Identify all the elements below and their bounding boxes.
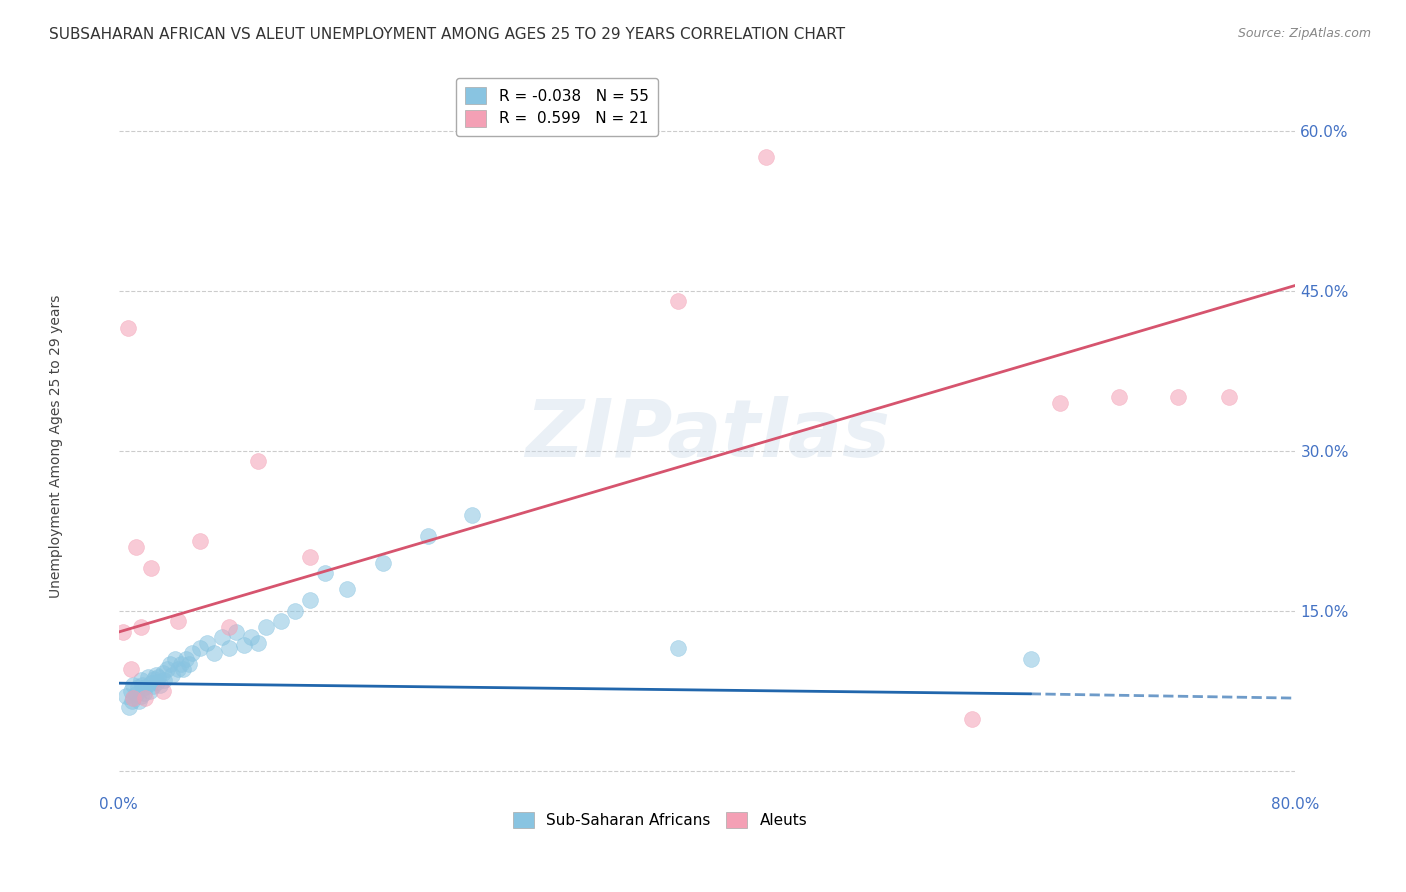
Point [153,673,176,687]
Point [163,651,186,665]
Point [156,662,179,676]
Point [416,529,439,543]
Point [112,625,135,640]
Point [176,651,198,665]
Point [247,635,270,649]
Point [127,681,149,695]
Point [125,540,148,554]
Point [152,665,174,680]
Point [270,615,292,629]
Point [143,672,166,686]
Point [125,687,148,701]
Point [179,657,201,671]
Point [139,561,162,575]
Point [129,673,152,687]
Point [172,662,194,676]
Point [188,534,211,549]
Point [136,670,159,684]
Point [166,615,188,629]
Point [254,620,277,634]
Point [336,582,359,597]
Point [314,566,336,581]
Point [195,635,218,649]
Point [122,691,145,706]
Point [159,657,181,671]
Point [120,683,142,698]
Point [122,678,145,692]
Point [138,683,160,698]
Point [122,691,145,706]
Point [461,508,484,522]
Point [225,625,247,640]
Point [666,294,689,309]
Point [284,604,307,618]
Point [211,630,233,644]
Point [132,686,155,700]
Point [960,713,983,727]
Point [202,646,225,660]
Text: ZIPatlas: ZIPatlas [524,396,890,474]
Point [181,646,204,660]
Point [218,620,240,634]
Point [129,620,152,634]
Text: SUBSAHARAN AFRICAN VS ALEUT UNEMPLOYMENT AMONG AGES 25 TO 29 YEARS CORRELATION C: SUBSAHARAN AFRICAN VS ALEUT UNEMPLOYMENT… [49,27,845,42]
Point [121,694,143,708]
Point [142,679,165,693]
Point [1108,390,1130,404]
Point [139,676,162,690]
Point [145,667,167,681]
Point [218,640,240,655]
Point [232,638,254,652]
Point [115,689,138,703]
Text: Unemployment Among Ages 25 to 29 years: Unemployment Among Ages 25 to 29 years [49,294,63,598]
Point [1049,395,1071,409]
Point [247,454,270,468]
Point [152,683,174,698]
Point [755,150,778,164]
Point [240,630,263,644]
Point [188,640,211,655]
Point [169,657,191,671]
Text: Source: ZipAtlas.com: Source: ZipAtlas.com [1237,27,1371,40]
Point [117,321,139,335]
Point [666,640,689,655]
Point [131,678,153,692]
Point [146,675,169,690]
Point [1167,390,1189,404]
Point [129,689,152,703]
Point [118,699,141,714]
Point [1019,651,1042,665]
Point [134,681,156,695]
Point [148,670,170,684]
Point [149,678,172,692]
Point [1218,390,1240,404]
Point [298,550,321,565]
Point [120,662,142,676]
Point [128,694,150,708]
Point [166,662,188,676]
Point [134,691,156,706]
Point [373,556,395,570]
Point [160,667,183,681]
Point [298,593,321,607]
Legend: Sub-Saharan Africans, Aleuts: Sub-Saharan Africans, Aleuts [506,805,814,834]
